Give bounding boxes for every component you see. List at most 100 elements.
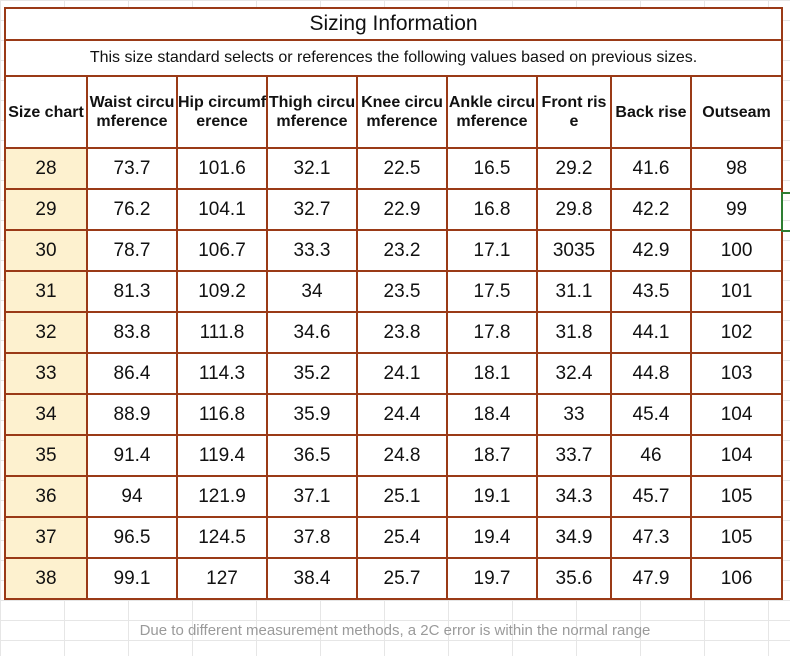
- measurement-cell[interactable]: 24.1: [356, 352, 448, 395]
- measurement-cell[interactable]: 101.6: [176, 147, 268, 190]
- measurement-cell[interactable]: 43.5: [610, 270, 692, 313]
- measurement-cell[interactable]: 78.7: [86, 229, 178, 272]
- measurement-cell[interactable]: 22.9: [356, 188, 448, 231]
- measurement-cell[interactable]: 32.1: [266, 147, 358, 190]
- measurement-cell[interactable]: 16.8: [446, 188, 538, 231]
- measurement-cell[interactable]: 86.4: [86, 352, 178, 395]
- size-cell[interactable]: 32: [4, 311, 88, 354]
- measurement-cell[interactable]: 104.1: [176, 188, 268, 231]
- measurement-cell[interactable]: 38.4: [266, 557, 358, 600]
- measurement-cell[interactable]: 96.5: [86, 516, 178, 559]
- measurement-cell[interactable]: 127: [176, 557, 268, 600]
- measurement-cell[interactable]: 19.4: [446, 516, 538, 559]
- measurement-cell[interactable]: 105: [689, 516, 784, 559]
- size-cell[interactable]: 30: [4, 229, 88, 272]
- measurement-cell[interactable]: 25.4: [356, 516, 448, 559]
- measurement-cell[interactable]: 34.6: [266, 311, 358, 354]
- measurement-cell[interactable]: 106.7: [176, 229, 268, 272]
- measurement-cell[interactable]: 47.9: [610, 557, 692, 600]
- column-header[interactable]: Size chart: [4, 75, 88, 149]
- measurement-cell[interactable]: 17.5: [446, 270, 538, 313]
- measurement-cell[interactable]: 111.8: [176, 311, 268, 354]
- size-cell[interactable]: 31: [4, 270, 88, 313]
- measurement-cell[interactable]: 106: [689, 557, 784, 600]
- measurement-cell[interactable]: 45.4: [610, 393, 692, 436]
- measurement-cell[interactable]: 23.8: [356, 311, 448, 354]
- column-header[interactable]: Thigh circumference: [266, 75, 358, 149]
- measurement-cell[interactable]: 24.8: [356, 434, 448, 477]
- column-header[interactable]: Hip circumference: [176, 75, 268, 149]
- measurement-cell[interactable]: 121.9: [176, 475, 268, 518]
- measurement-cell[interactable]: 44.1: [610, 311, 692, 354]
- measurement-cell[interactable]: 33: [536, 393, 612, 436]
- measurement-cell[interactable]: 23.2: [356, 229, 448, 272]
- measurement-cell[interactable]: 33.7: [536, 434, 612, 477]
- size-cell[interactable]: 28: [4, 147, 88, 190]
- measurement-cell[interactable]: 109.2: [176, 270, 268, 313]
- measurement-cell[interactable]: 36.5: [266, 434, 358, 477]
- measurement-cell[interactable]: 101: [689, 270, 784, 313]
- measurement-cell[interactable]: 17.1: [446, 229, 538, 272]
- measurement-cell[interactable]: 19.1: [446, 475, 538, 518]
- table-subtitle[interactable]: This size standard selects or references…: [3, 39, 784, 77]
- size-cell[interactable]: 36: [4, 475, 88, 518]
- measurement-cell[interactable]: 32.4: [536, 352, 612, 395]
- measurement-cell[interactable]: 24.4: [356, 393, 448, 436]
- measurement-cell[interactable]: 37.1: [266, 475, 358, 518]
- measurement-cell[interactable]: 22.5: [356, 147, 448, 190]
- measurement-cell[interactable]: 99.1: [86, 557, 178, 600]
- measurement-cell[interactable]: 91.4: [86, 434, 178, 477]
- size-cell[interactable]: 37: [4, 516, 88, 559]
- measurement-cell[interactable]: 31.8: [536, 311, 612, 354]
- size-cell[interactable]: 38: [4, 557, 88, 600]
- measurement-cell[interactable]: 44.8: [610, 352, 692, 395]
- table-title[interactable]: Sizing Information: [3, 7, 784, 41]
- measurement-cell[interactable]: 16.5: [446, 147, 538, 190]
- measurement-cell[interactable]: 34.9: [536, 516, 612, 559]
- measurement-cell[interactable]: 98: [689, 147, 784, 190]
- measurement-cell[interactable]: 102: [689, 311, 784, 354]
- measurement-cell[interactable]: 42.2: [610, 188, 692, 231]
- measurement-cell[interactable]: 45.7: [610, 475, 692, 518]
- measurement-cell[interactable]: 114.3: [176, 352, 268, 395]
- measurement-cell[interactable]: 18.1: [446, 352, 538, 395]
- size-cell[interactable]: 33: [4, 352, 88, 395]
- measurement-cell[interactable]: 103: [689, 352, 784, 395]
- measurement-cell[interactable]: 100: [689, 229, 784, 272]
- measurement-cell[interactable]: 34.3: [536, 475, 612, 518]
- measurement-cell[interactable]: 31.1: [536, 270, 612, 313]
- measurement-cell[interactable]: 105: [689, 475, 784, 518]
- measurement-cell[interactable]: 35.2: [266, 352, 358, 395]
- measurement-cell[interactable]: 81.3: [86, 270, 178, 313]
- measurement-cell[interactable]: 47.3: [610, 516, 692, 559]
- measurement-cell[interactable]: 104: [689, 393, 784, 436]
- column-header[interactable]: Knee circumference: [356, 75, 448, 149]
- column-header[interactable]: Front rise: [536, 75, 612, 149]
- measurement-cell[interactable]: 46: [610, 434, 692, 477]
- measurement-cell[interactable]: 18.7: [446, 434, 538, 477]
- measurement-cell[interactable]: 99: [689, 188, 784, 231]
- size-cell[interactable]: 29: [4, 188, 88, 231]
- measurement-cell[interactable]: 88.9: [86, 393, 178, 436]
- measurement-cell[interactable]: 29.8: [536, 188, 612, 231]
- measurement-cell[interactable]: 116.8: [176, 393, 268, 436]
- measurement-cell[interactable]: 83.8: [86, 311, 178, 354]
- measurement-cell[interactable]: 104: [689, 434, 784, 477]
- column-header[interactable]: Waist circumference: [86, 75, 178, 149]
- measurement-cell[interactable]: 94: [86, 475, 178, 518]
- measurement-cell[interactable]: 76.2: [86, 188, 178, 231]
- measurement-cell[interactable]: 25.7: [356, 557, 448, 600]
- measurement-cell[interactable]: 33.3: [266, 229, 358, 272]
- measurement-cell[interactable]: 34: [266, 270, 358, 313]
- size-cell[interactable]: 35: [4, 434, 88, 477]
- measurement-cell[interactable]: 35.6: [536, 557, 612, 600]
- measurement-cell[interactable]: 42.9: [610, 229, 692, 272]
- measurement-cell[interactable]: 119.4: [176, 434, 268, 477]
- size-cell[interactable]: 34: [4, 393, 88, 436]
- measurement-cell[interactable]: 19.7: [446, 557, 538, 600]
- measurement-cell[interactable]: 124.5: [176, 516, 268, 559]
- measurement-cell[interactable]: 35.9: [266, 393, 358, 436]
- column-header[interactable]: Back rise: [610, 75, 692, 149]
- measurement-cell[interactable]: 41.6: [610, 147, 692, 190]
- measurement-cell[interactable]: 18.4: [446, 393, 538, 436]
